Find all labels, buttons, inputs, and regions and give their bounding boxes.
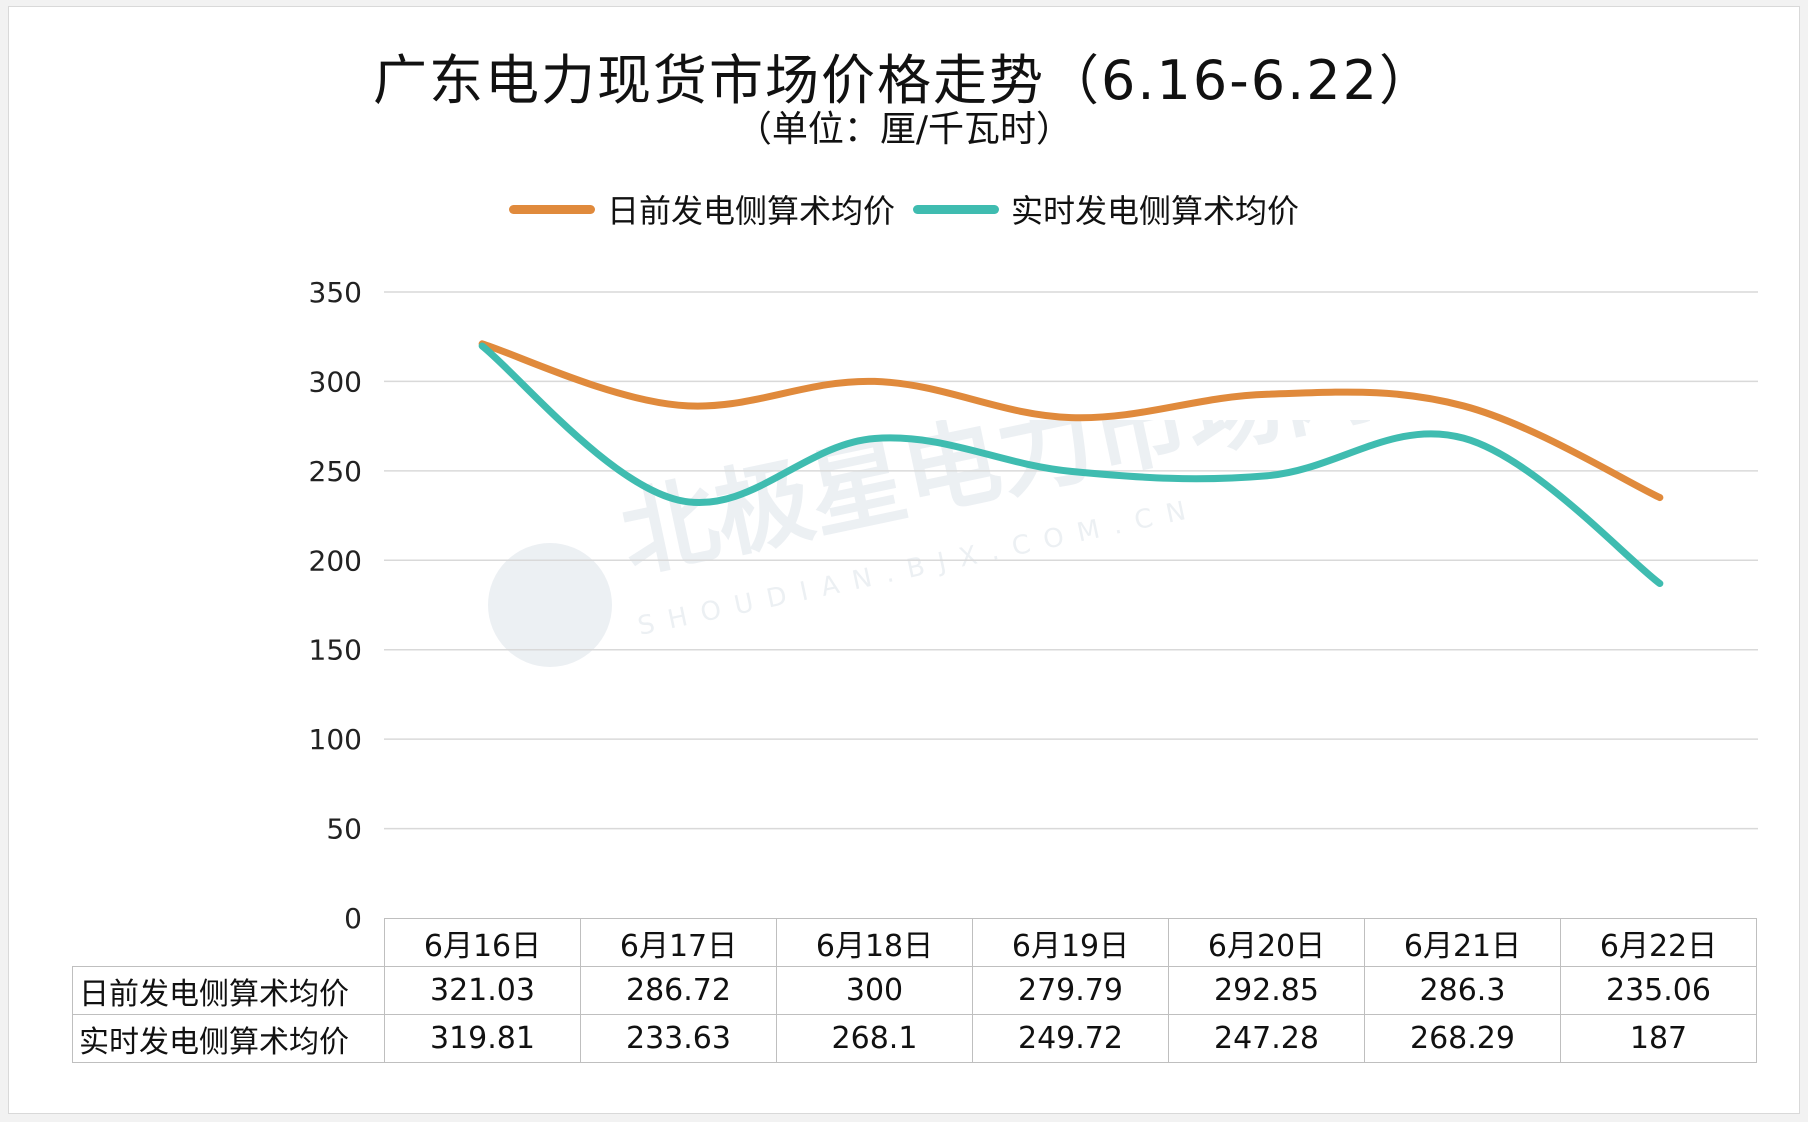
y-tick-label: 350 [309, 276, 362, 309]
table-row-real-time: 实时发电侧算术均价 319.81 233.63 268.1 249.72 247… [72, 1014, 1757, 1063]
table-row-label: 日前发电侧算术均价 [72, 966, 385, 1015]
table-header-cell: 6月19日 [972, 918, 1169, 967]
legend-swatch-real-time [913, 204, 999, 214]
y-tick-label: 300 [309, 365, 362, 398]
table-row-label: 实时发电侧算术均价 [72, 1014, 385, 1063]
table-header-cell: 6月18日 [776, 918, 973, 967]
table-cell: 286.3 [1364, 966, 1561, 1015]
y-tick-label: 100 [309, 723, 362, 756]
table-cell: 279.79 [972, 966, 1169, 1015]
table-cell: 319.81 [384, 1014, 581, 1063]
legend-swatch-day-ahead [508, 204, 595, 214]
table-cell: 247.28 [1168, 1014, 1365, 1063]
data-table: 6月16日 6月17日 6月18日 6月19日 6月20日 6月21日 6月22… [72, 918, 1757, 1063]
legend: 日前发电侧算术均价 实时发电侧算术均价 [0, 186, 1808, 232]
table-cell: 286.72 [580, 966, 777, 1015]
table-cell: 233.63 [580, 1014, 777, 1063]
chart-subtitle: （单位：厘/千瓦时） [735, 109, 1073, 150]
y-tick-label: 150 [309, 634, 362, 667]
series-lines [478, 340, 1664, 588]
gridlines [384, 291, 1758, 830]
legend-item-day-ahead: 日前发电侧算术均价 [508, 186, 895, 232]
table-cell: 292.85 [1168, 966, 1365, 1015]
table-header-cell: 6月16日 [384, 918, 581, 967]
table-cell: 321.03 [384, 966, 581, 1015]
table-cell: 235.06 [1560, 966, 1757, 1015]
table-cell: 268.29 [1364, 1014, 1561, 1063]
table-cell: 300 [776, 966, 973, 1015]
legend-item-real-time: 实时发电侧算术均价 [913, 186, 1299, 232]
table-header-cell: 6月22日 [1560, 918, 1757, 967]
y-tick-label: 50 [326, 813, 362, 846]
table-header-cell: 6月17日 [580, 918, 777, 967]
table-cell: 268.1 [776, 1014, 973, 1063]
table-cell: 187 [1560, 1014, 1757, 1063]
table-header-cell: 6月21日 [1364, 918, 1561, 967]
table-cell: 249.72 [972, 1014, 1169, 1063]
table-corner [72, 918, 385, 967]
table-header-cell: 6月20日 [1168, 918, 1365, 967]
y-tick-label: 200 [309, 544, 362, 577]
series-line-day-ahead [478, 340, 1664, 502]
chart-title: 广东电力现货市场价格走势（6.16-6.22） [373, 49, 1435, 112]
legend-label-real-time: 实时发电侧算术均价 [1011, 192, 1300, 230]
series-line-real-time [478, 342, 1664, 588]
y-tick-label: 250 [309, 455, 362, 488]
table-header-row: 6月16日 6月17日 6月18日 6月19日 6月20日 6月21日 6月22… [72, 918, 1757, 967]
legend-label-day-ahead: 日前发电侧算术均价 [606, 192, 895, 230]
table-row-day-ahead: 日前发电侧算术均价 321.03 286.72 300 279.79 292.8… [72, 966, 1757, 1015]
